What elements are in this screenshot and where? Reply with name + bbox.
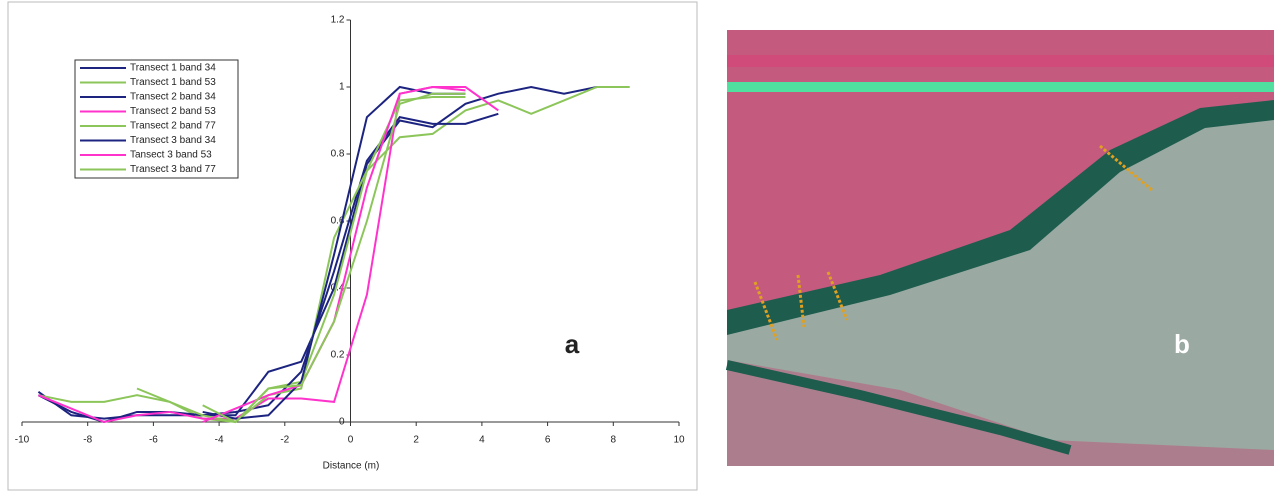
channel bbox=[725, 360, 1072, 455]
river bbox=[727, 100, 1274, 335]
panel-label: b bbox=[1174, 329, 1190, 359]
x-axis-title: Distance (m) bbox=[323, 461, 380, 472]
legend-label: Transect 1 band 34 bbox=[130, 63, 216, 74]
satellite-image: b bbox=[725, 30, 1274, 466]
series-line bbox=[37, 112, 499, 424]
x-tick-label: 8 bbox=[611, 435, 617, 446]
field-lower bbox=[727, 360, 1274, 466]
y-tick-label: 1 bbox=[339, 82, 345, 93]
x-tick-label: 2 bbox=[413, 435, 419, 446]
legend-label: Transect 2 band 53 bbox=[130, 106, 216, 117]
panel-label: a bbox=[565, 329, 580, 359]
legend-label: Transect 2 band 34 bbox=[130, 92, 216, 103]
x-tick-label: -10 bbox=[15, 435, 30, 446]
legend-box bbox=[74, 59, 239, 179]
legend-label: Transect 3 band 77 bbox=[130, 164, 216, 175]
x-tick-label: -8 bbox=[83, 435, 92, 446]
legend-label: Transect 2 band 77 bbox=[130, 121, 216, 132]
x-tick-label: -2 bbox=[280, 435, 289, 446]
series-line bbox=[202, 92, 466, 424]
legend-label: Transect 3 band 34 bbox=[130, 135, 216, 146]
x-tick-label: -6 bbox=[149, 435, 158, 446]
y-tick-label: 0.4 bbox=[331, 283, 345, 294]
series-line bbox=[38, 86, 630, 424]
y-tick-label: 0.8 bbox=[331, 149, 345, 160]
series-line bbox=[136, 96, 466, 424]
y-tick-label: 0.6 bbox=[331, 216, 345, 227]
hedge bbox=[727, 55, 1274, 67]
legend: Transect 1 band 34 Transect 1 band 53 Tran… bbox=[74, 59, 239, 179]
y-tick-label: 1.2 bbox=[331, 15, 345, 26]
x-tick-label: 10 bbox=[673, 435, 685, 446]
legend-label: Transect 1 band 53 bbox=[130, 77, 216, 88]
x-tick-label: -4 bbox=[215, 435, 224, 446]
x-tick-label: 6 bbox=[545, 435, 551, 446]
y-tick-label: 0.2 bbox=[331, 350, 345, 361]
transects bbox=[753, 144, 1153, 341]
x-tick-label: 4 bbox=[479, 435, 485, 446]
series-line bbox=[202, 85, 466, 420]
y-tick-label: 0 bbox=[339, 417, 345, 428]
x-tick-label: 0 bbox=[348, 435, 354, 446]
field-pink bbox=[727, 30, 1274, 330]
legend-label: Tansect 3 band 53 bbox=[130, 150, 212, 161]
green-stripe bbox=[727, 82, 1274, 92]
